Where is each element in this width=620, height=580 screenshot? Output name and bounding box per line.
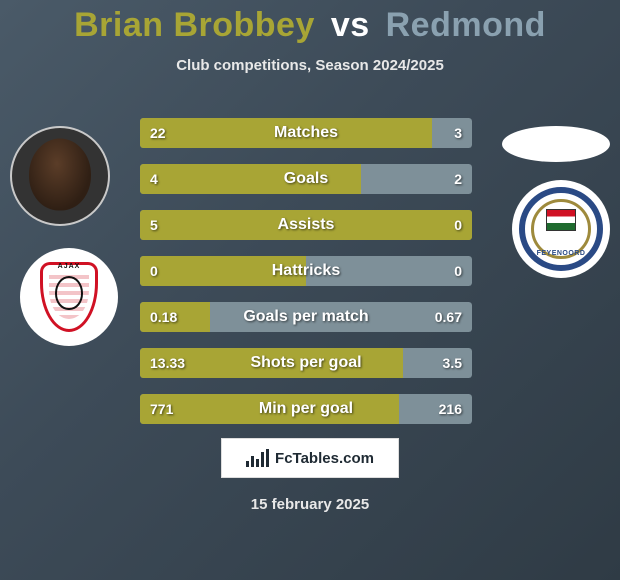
stat-row: Shots per goal13.33 3.5 xyxy=(140,348,472,378)
player2-photo xyxy=(502,126,610,162)
ajax-shield-icon: AJAX xyxy=(40,262,98,332)
stat-value-right: 0 xyxy=(454,210,462,240)
stat-value-right: 0.67 xyxy=(435,302,462,332)
stat-label: Assists xyxy=(140,210,472,240)
date-text: 15 february 2025 xyxy=(0,496,620,513)
stat-row: Goals per match0.18 0.67 xyxy=(140,302,472,332)
stat-value-left: 13.33 xyxy=(150,348,185,378)
brand-box: FcTables.com xyxy=(221,438,399,478)
stat-value-left: 0 xyxy=(150,256,158,286)
stat-row: Matches22 3 xyxy=(140,118,472,148)
brand-chart-icon xyxy=(246,449,269,467)
subtitle: Club competitions, Season 2024/2025 xyxy=(0,57,620,74)
stat-value-right: 216 xyxy=(439,394,462,424)
stat-value-left: 4 xyxy=(150,164,158,194)
stat-row: Assists5 0 xyxy=(140,210,472,240)
title-player1: Brian Brobbey xyxy=(74,6,315,44)
stat-value-right: 0 xyxy=(454,256,462,286)
stat-label: Shots per goal xyxy=(140,348,472,378)
stat-value-right: 2 xyxy=(454,164,462,194)
stat-value-left: 22 xyxy=(150,118,166,148)
ajax-name: AJAX xyxy=(58,263,81,270)
title-player2: Redmond xyxy=(386,6,546,44)
stat-value-left: 771 xyxy=(150,394,173,424)
stat-row: Goals4 2 xyxy=(140,164,472,194)
stat-label: Matches xyxy=(140,118,472,148)
stat-row: Min per goal771 216 xyxy=(140,394,472,424)
title-vs: vs xyxy=(331,6,370,44)
stat-value-left: 5 xyxy=(150,210,158,240)
stat-label: Goals xyxy=(140,164,472,194)
feyenoord-name: FEYENOORD xyxy=(537,250,586,257)
player1-photo-placeholder xyxy=(29,139,91,211)
stat-label: Hattricks xyxy=(140,256,472,286)
stat-label: Goals per match xyxy=(140,302,472,332)
brand-text: FcTables.com xyxy=(275,450,374,467)
stat-value-left: 0.18 xyxy=(150,302,177,332)
page-title: Brian Brobbey vs Redmond xyxy=(0,0,620,45)
player1-club-badge: AJAX xyxy=(20,248,118,346)
stat-label: Min per goal xyxy=(140,394,472,424)
feyenoord-badge-icon: FEYENOORD xyxy=(519,187,603,271)
stat-value-right: 3.5 xyxy=(443,348,462,378)
player2-club-badge: FEYENOORD xyxy=(512,180,610,278)
stat-value-right: 3 xyxy=(454,118,462,148)
stat-row: Hattricks0 0 xyxy=(140,256,472,286)
stats-container: Matches223Goals42Assists50Hattricks00Goa… xyxy=(140,118,472,440)
player1-photo xyxy=(10,126,110,226)
